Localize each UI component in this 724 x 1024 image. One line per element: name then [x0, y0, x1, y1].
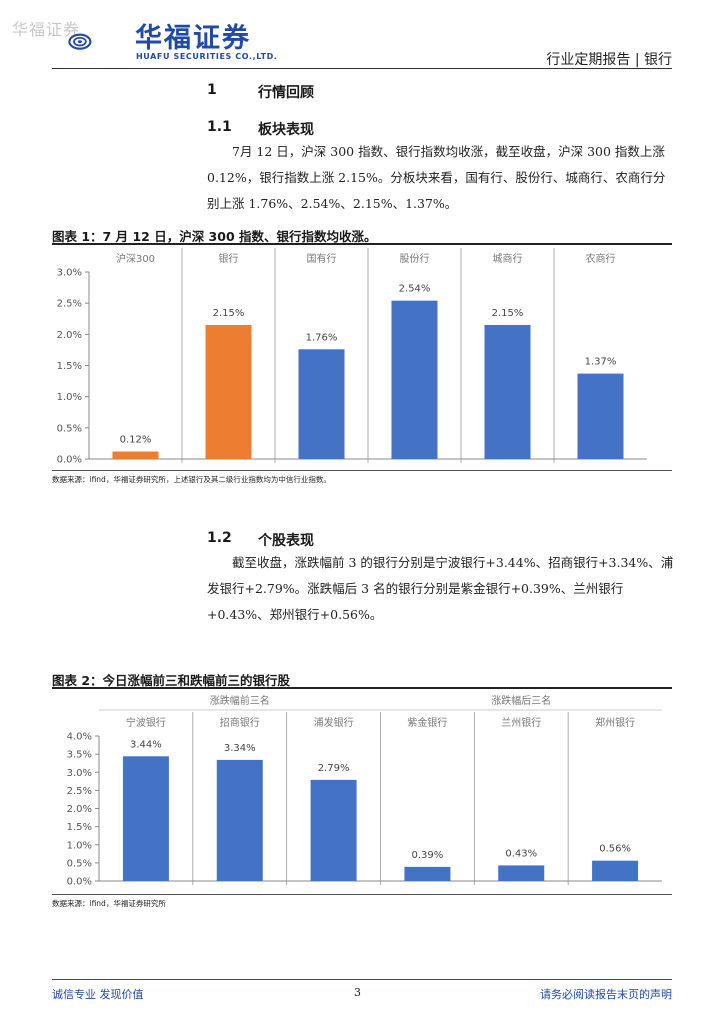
subsection-title: 个股表现: [258, 533, 314, 549]
data-label: 0.39%: [412, 850, 444, 861]
category-label: 国有行: [307, 252, 337, 265]
footer-divider: [52, 979, 672, 980]
header-divider: [52, 68, 672, 69]
data-label: 0.56%: [599, 844, 631, 855]
figure-title: 图表 1：7 月 12 日，沪深 300 指数、银行指数均收涨。: [52, 229, 377, 244]
footer-slogan: 诚信专业 发现价值: [52, 988, 144, 1001]
bar: [404, 866, 451, 881]
footer-disclaimer: 请务必阅读报告末页的声明: [540, 988, 672, 1001]
data-label: 0.12%: [120, 435, 152, 446]
data-label: 2.15%: [492, 308, 524, 319]
y-tick-label: 3.5%: [67, 750, 92, 761]
y-tick-label: 4.0%: [67, 732, 92, 743]
y-tick-label: 1.5%: [57, 361, 82, 372]
category-label: 招商银行: [220, 716, 260, 729]
bar: [592, 860, 639, 881]
subsection-number: 1.1: [207, 119, 232, 135]
y-tick-label: 1.5%: [67, 822, 92, 833]
category-label: 郑州银行: [595, 716, 635, 729]
page-number: 3: [354, 986, 361, 999]
report-type: 行业定期报告 | 银行: [546, 52, 672, 68]
data-label: 2.15%: [213, 308, 245, 319]
category-label: 宁波银行: [126, 716, 166, 729]
category-label: 紫金银行: [407, 716, 447, 729]
data-label: 1.37%: [585, 357, 617, 368]
huafu-logo-icon: [68, 33, 92, 50]
figure-source: 数据来源：ifind，华福证券研究所: [52, 899, 166, 908]
group-label: 涨跌幅前三名: [210, 694, 270, 707]
y-tick-label: 2.0%: [57, 330, 82, 341]
figure-bottom-rule: [52, 470, 672, 471]
subsection-number: 1.2: [207, 530, 232, 546]
figure-top-rule: [52, 687, 672, 689]
bar: [310, 779, 357, 881]
data-label: 2.79%: [318, 763, 350, 774]
watermark: 华福证券: [12, 20, 81, 39]
data-label: 3.34%: [224, 743, 256, 754]
bar: [112, 451, 159, 459]
figure-title: 图表 2：今日涨幅前三和跌幅前三的银行股: [52, 673, 291, 688]
y-tick-label: 3.0%: [57, 268, 82, 279]
data-label: 0.43%: [505, 848, 537, 859]
data-label: 2.54%: [399, 284, 431, 295]
category-label: 银行: [219, 252, 239, 265]
y-tick-label: 0.5%: [67, 858, 92, 869]
bar: [298, 349, 345, 459]
y-tick-label: 1.0%: [57, 392, 82, 403]
bar: [484, 324, 531, 459]
y-tick-label: 0.0%: [67, 877, 92, 888]
y-tick-label: 2.5%: [67, 786, 92, 797]
y-tick-label: 1.0%: [67, 840, 92, 851]
paragraph: 截至收盘，涨跌幅前 3 的银行分别是宁波银行+3.44%、招商银行+3.34%、…: [207, 555, 674, 622]
bar: [122, 756, 169, 881]
bar: [577, 373, 624, 459]
category-label: 农商行: [586, 252, 616, 265]
subsection-title: 板块表现: [258, 122, 314, 138]
logo-text-en: HUAFU SECURITIES CO.,LTD.: [136, 52, 278, 61]
bar: [216, 759, 263, 881]
data-label: 1.76%: [306, 332, 338, 343]
paragraph: 7月 12 日，沪深 300 指数、银行指数均收涨，截至收盘，沪深 300 指数…: [207, 144, 666, 211]
figure-top-rule: [52, 243, 672, 245]
y-tick-label: 0.5%: [57, 423, 82, 434]
bar: [205, 324, 252, 459]
category-label: 兰州银行: [501, 716, 541, 729]
sector-bar-chart: 0.0% 0.5% 1.0% 1.5% 2.0% 2.5% 3.0% 沪深300 0.12% 银行…: [57, 248, 647, 466]
bar: [391, 300, 438, 459]
figure-source: 数据来源：ifind，华福证券研究所，上述银行及其二级行业指数均为中信行业指数。: [52, 475, 331, 484]
logo-text: 华福证券: [135, 23, 251, 54]
section-title: 行情回顾: [258, 85, 314, 101]
category-label: 浦发银行: [314, 716, 354, 729]
y-tick-label: 2.0%: [67, 804, 92, 815]
stock-bar-chart: 0.0% 0.5% 1.0% 1.5% 2.0% 2.5% 3.0% 3.5% 4.0% 宁波银行…: [67, 694, 662, 888]
category-label: 城商行: [493, 252, 523, 265]
bar: [498, 865, 545, 881]
category-label: 股份行: [400, 252, 430, 265]
data-label: 3.44%: [130, 739, 162, 750]
group-label: 涨跌幅后三名: [491, 694, 551, 707]
section-number: 1: [207, 82, 217, 98]
y-tick-label: 0.0%: [57, 455, 82, 466]
figure-bottom-rule: [52, 894, 672, 895]
category-label: 沪深300: [116, 252, 155, 265]
y-tick-label: 2.5%: [57, 299, 82, 310]
y-tick-label: 3.0%: [67, 768, 92, 779]
